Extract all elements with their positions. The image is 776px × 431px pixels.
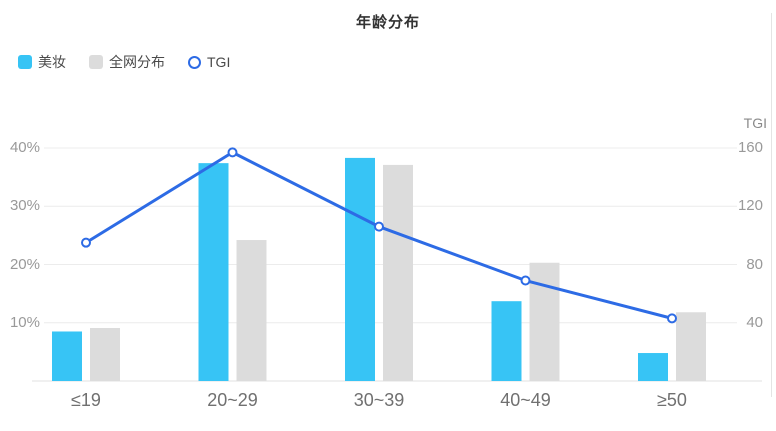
beauty-bar[interactable] [491, 301, 522, 381]
network-bar[interactable] [676, 312, 706, 381]
beauty-bar[interactable] [52, 331, 82, 381]
beauty-bar[interactable] [638, 353, 668, 381]
right-axis-tick: 80 [746, 255, 763, 273]
legend-label: 美妆 [38, 54, 66, 70]
x-axis-label: 30~39 [353, 390, 405, 410]
legend-item-bar-美妆[interactable]: 美妆 [18, 52, 66, 72]
legend-label: 全网分布 [109, 54, 165, 70]
chart-title: 年龄分布 [355, 14, 420, 31]
legend: 美妆 全网分布 TGI [18, 52, 230, 72]
beauty-bar[interactable] [345, 157, 375, 381]
network-bar[interactable] [90, 327, 120, 381]
left-axis-tick: 10% [9, 313, 40, 331]
legend-label: TGI [207, 54, 231, 70]
network-bar[interactable] [383, 164, 413, 381]
x-axis-label: ≥50 [657, 390, 687, 410]
tgi-marker[interactable] [374, 221, 384, 232]
legend-square-icon [18, 55, 32, 69]
left-axis-tick: 40% [9, 139, 40, 156]
left-axis-tick: 30% [9, 197, 40, 215]
tgi-marker[interactable] [227, 147, 238, 158]
right-axis-title: TGI [743, 115, 767, 131]
x-axis-label: 20~29 [207, 390, 258, 410]
legend-square-icon [89, 55, 103, 69]
x-axis-label: 40~49 [500, 390, 551, 410]
right-axis-tick: 160 [737, 139, 763, 156]
network-bar[interactable] [236, 240, 267, 381]
tgi-marker[interactable] [81, 237, 91, 248]
left-axis-tick: 20% [9, 255, 40, 273]
tgi-line [85, 150, 673, 320]
tgi-marker[interactable] [667, 313, 677, 324]
legend-item-line-TGI[interactable]: TGI [188, 54, 230, 70]
x-axis-label: ≤19 [71, 390, 101, 410]
beauty-bar[interactable] [198, 163, 229, 381]
tgi-marker[interactable] [520, 275, 531, 286]
right-axis-tick: 40 [746, 313, 763, 331]
network-bar[interactable] [529, 262, 560, 381]
right-axis-tick: 120 [737, 197, 763, 215]
legend-circle-icon [188, 55, 201, 69]
panel-right-border [771, 13, 772, 397]
legend-item-bar-全网分布[interactable]: 全网分布 [89, 52, 165, 72]
